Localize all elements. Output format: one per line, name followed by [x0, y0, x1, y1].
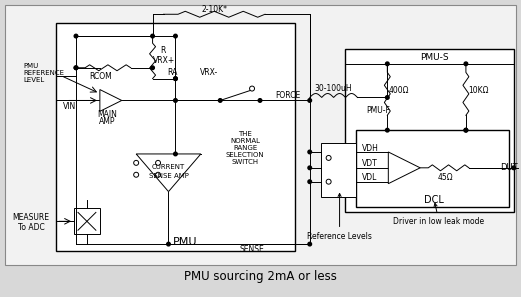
- Text: Driver in low leak mode: Driver in low leak mode: [393, 203, 485, 226]
- Text: 10KΩ: 10KΩ: [468, 86, 489, 95]
- Bar: [321, 143, 356, 197]
- Bar: [356, 130, 508, 207]
- Circle shape: [326, 179, 331, 184]
- Text: AMP: AMP: [98, 117, 115, 126]
- Circle shape: [151, 66, 154, 69]
- Circle shape: [386, 128, 389, 132]
- Text: PMU sourcing 2mA or less: PMU sourcing 2mA or less: [183, 270, 337, 283]
- Text: VRX-: VRX-: [200, 68, 218, 77]
- Text: THE
NORMAL
RANGE
SELECTION
SWITCH: THE NORMAL RANGE SELECTION SWITCH: [226, 131, 264, 165]
- Text: PMU-S: PMU-S: [420, 53, 449, 62]
- Text: FORCE: FORCE: [275, 91, 300, 100]
- Circle shape: [173, 99, 177, 102]
- Circle shape: [74, 34, 78, 38]
- Circle shape: [74, 66, 78, 69]
- Polygon shape: [100, 90, 122, 111]
- Bar: [5, 5, 516, 265]
- Text: RCOM: RCOM: [90, 72, 112, 81]
- Circle shape: [134, 160, 139, 165]
- Circle shape: [173, 152, 177, 156]
- Text: MAIN: MAIN: [97, 110, 117, 119]
- Circle shape: [464, 128, 468, 132]
- Text: VDL: VDL: [362, 173, 377, 182]
- Text: VDH: VDH: [362, 143, 378, 152]
- Circle shape: [173, 77, 177, 80]
- Circle shape: [156, 172, 160, 177]
- Text: SENSE AMP: SENSE AMP: [148, 173, 189, 179]
- Circle shape: [386, 96, 389, 99]
- Text: VIN: VIN: [63, 102, 76, 111]
- Text: DCL: DCL: [424, 195, 444, 205]
- Text: PMU: PMU: [173, 237, 197, 247]
- Text: DUT: DUT: [500, 163, 518, 172]
- Text: CURRENT: CURRENT: [152, 164, 185, 170]
- Text: PMU
REFERENCE
LEVEL: PMU REFERENCE LEVEL: [23, 63, 64, 83]
- Text: Reference Levels: Reference Levels: [307, 193, 372, 241]
- Circle shape: [308, 242, 312, 246]
- Text: VDT: VDT: [362, 159, 377, 168]
- Text: 400Ω: 400Ω: [389, 86, 410, 95]
- Text: MEASURE: MEASURE: [13, 213, 49, 222]
- Circle shape: [308, 180, 312, 184]
- Circle shape: [167, 242, 170, 246]
- Circle shape: [151, 34, 154, 38]
- Circle shape: [326, 155, 331, 160]
- Circle shape: [386, 62, 389, 66]
- Circle shape: [134, 172, 139, 177]
- Text: 30-100uH: 30-100uH: [315, 84, 352, 93]
- Text: PMU-F: PMU-F: [366, 106, 390, 115]
- Circle shape: [258, 99, 262, 102]
- Bar: [344, 49, 514, 212]
- Text: RA: RA: [167, 68, 178, 77]
- Circle shape: [512, 166, 515, 170]
- Text: To ADC: To ADC: [18, 223, 45, 232]
- Text: VRX+: VRX+: [153, 56, 176, 65]
- Circle shape: [464, 62, 468, 66]
- Circle shape: [173, 34, 177, 38]
- Text: 45Ω: 45Ω: [437, 173, 453, 182]
- Circle shape: [308, 166, 312, 170]
- Circle shape: [156, 160, 160, 165]
- Circle shape: [308, 99, 312, 102]
- Circle shape: [464, 128, 468, 132]
- Circle shape: [250, 86, 255, 91]
- Bar: [74, 208, 100, 234]
- Bar: [56, 23, 295, 251]
- Circle shape: [173, 77, 177, 80]
- Circle shape: [74, 66, 78, 69]
- Text: R: R: [160, 46, 165, 56]
- Circle shape: [308, 150, 312, 154]
- Polygon shape: [136, 154, 201, 192]
- Polygon shape: [388, 152, 420, 184]
- Text: 2-10K*: 2-10K*: [201, 5, 227, 14]
- Text: SENSE: SENSE: [240, 244, 265, 254]
- Circle shape: [218, 99, 222, 102]
